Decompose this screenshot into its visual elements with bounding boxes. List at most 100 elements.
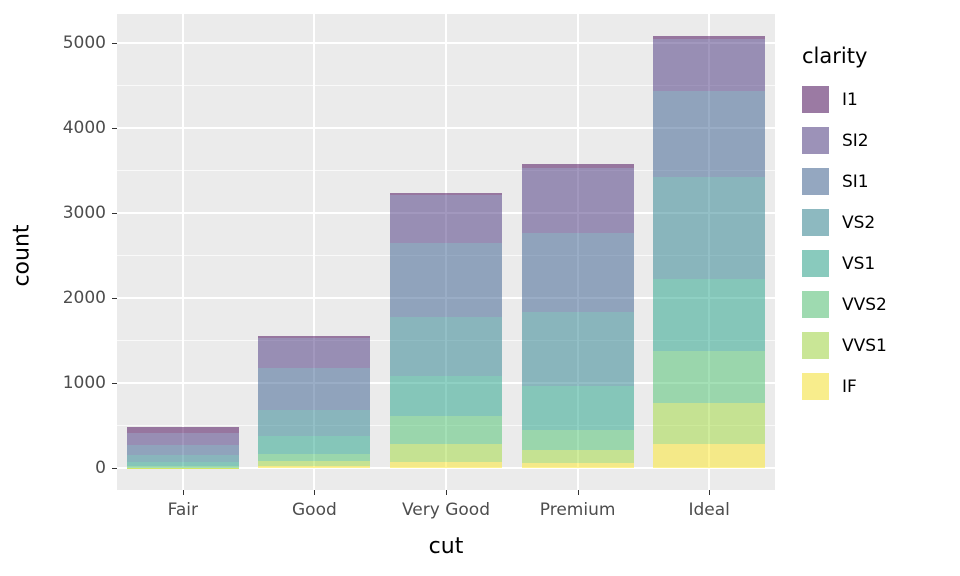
bar-segment-i1 bbox=[653, 36, 766, 39]
bar-segment-vvs1 bbox=[390, 444, 502, 463]
legend-title: clarity bbox=[802, 44, 868, 68]
bar-segment-vs1 bbox=[126, 461, 239, 466]
bar-segment-vs2 bbox=[653, 176, 766, 279]
bar-segment-vvs2 bbox=[258, 453, 371, 462]
bar-segment-vs1 bbox=[258, 436, 371, 454]
legend-swatch bbox=[802, 209, 829, 236]
bar-segment-vvs2 bbox=[653, 350, 766, 403]
bar-segment-vvs1 bbox=[521, 449, 634, 464]
x-tick-label: Very Good bbox=[402, 500, 490, 520]
bar-segment-si2 bbox=[258, 338, 371, 368]
legend-swatch bbox=[802, 86, 829, 113]
bar-segment-vvs1 bbox=[653, 402, 766, 444]
x-axis-title: cut bbox=[428, 534, 464, 559]
y-tick-mark bbox=[112, 467, 117, 469]
x-tick-mark bbox=[709, 490, 711, 495]
legend-swatch bbox=[802, 168, 829, 195]
x-tick-mark bbox=[577, 490, 579, 495]
legend-item-si1: SI1 bbox=[802, 168, 952, 195]
bar-segment-si2 bbox=[653, 38, 766, 91]
y-tick-mark bbox=[112, 212, 117, 214]
legend-swatch-fill bbox=[802, 86, 829, 113]
y-tick-label: 1000 bbox=[62, 373, 106, 394]
bar-segment-vvs2 bbox=[521, 430, 634, 450]
legend-items: I1 SI2 SI1 VS2 VS1 VVS2 VVS1 IF bbox=[802, 86, 952, 400]
x-tick-label: Ideal bbox=[688, 500, 730, 520]
legend-swatch bbox=[802, 250, 829, 277]
legend-item-vvs1: VVS1 bbox=[802, 332, 952, 359]
legend-label: SI2 bbox=[842, 130, 869, 151]
legend-item-vs2: VS2 bbox=[802, 209, 952, 236]
bar-segment-vs1 bbox=[653, 278, 766, 351]
y-tick-mark bbox=[112, 42, 117, 44]
legend-label: SI1 bbox=[842, 171, 869, 192]
legend-item-i1: I1 bbox=[802, 86, 952, 113]
bar-segment-i1 bbox=[390, 192, 502, 195]
legend-label: VS1 bbox=[842, 253, 876, 274]
y-tick-label: 4000 bbox=[62, 118, 106, 139]
legend-label: IF bbox=[842, 376, 857, 397]
x-tick-mark bbox=[314, 490, 316, 495]
bar-segment-vs1 bbox=[521, 386, 634, 431]
bar-segment-vvs1 bbox=[258, 461, 371, 467]
legend-swatch bbox=[802, 291, 829, 318]
bar-segment-si1 bbox=[258, 367, 371, 410]
legend-swatch-fill bbox=[802, 250, 829, 277]
bar-segment-si1 bbox=[390, 242, 502, 317]
legend-swatch-fill bbox=[802, 168, 829, 195]
bar-segment-vvs2 bbox=[126, 465, 239, 468]
bar-segment-si1 bbox=[126, 444, 239, 455]
legend-swatch bbox=[802, 332, 829, 359]
legend-swatch-fill bbox=[802, 291, 829, 318]
bar-segment-i1 bbox=[521, 163, 634, 169]
x-tick-label: Fair bbox=[167, 500, 198, 520]
legend-label: VVS2 bbox=[842, 294, 887, 315]
bar-segment-if bbox=[653, 444, 766, 469]
y-tick-mark bbox=[112, 297, 117, 299]
plot-panel bbox=[117, 14, 775, 490]
bar-segment-i1 bbox=[258, 335, 371, 339]
bar-segment-vs2 bbox=[258, 409, 371, 437]
legend-swatch-fill bbox=[802, 373, 829, 400]
gridline-vertical bbox=[313, 14, 316, 490]
y-tick-label: 0 bbox=[95, 458, 106, 479]
y-axis-title: count bbox=[9, 224, 35, 287]
bar-segment-si2 bbox=[521, 168, 634, 234]
bar-segment-vs2 bbox=[521, 312, 634, 387]
bar-segment-vs2 bbox=[390, 316, 502, 376]
y-tick-mark bbox=[112, 382, 117, 384]
bar-segment-vs2 bbox=[126, 454, 239, 462]
legend-swatch-fill bbox=[802, 127, 829, 154]
bar-segment-vs1 bbox=[390, 375, 502, 417]
legend-swatch bbox=[802, 373, 829, 400]
y-tick-label: 3000 bbox=[62, 203, 106, 224]
legend-swatch bbox=[802, 127, 829, 154]
bar-segment-if bbox=[390, 462, 502, 469]
bar-segment-si2 bbox=[126, 432, 239, 445]
x-tick-mark bbox=[446, 490, 447, 495]
bar-segment-i1 bbox=[126, 427, 239, 433]
bar-segment-if bbox=[521, 463, 634, 469]
x-tick-label: Premium bbox=[539, 500, 616, 520]
bar-segment-si2 bbox=[390, 194, 502, 243]
legend-label: VVS1 bbox=[842, 335, 887, 356]
bar-segment-vvs2 bbox=[390, 416, 502, 445]
legend: clarity I1 SI2 SI1 VS2 VS1 VVS2 VVS1 IF bbox=[802, 44, 952, 414]
y-tick-mark bbox=[112, 127, 117, 129]
legend-swatch-fill bbox=[802, 332, 829, 359]
legend-item-vvs2: VVS2 bbox=[802, 291, 952, 318]
legend-item-si2: SI2 bbox=[802, 127, 952, 154]
bar-segment-si1 bbox=[653, 91, 766, 177]
bar-segment-if bbox=[258, 466, 371, 469]
gridline-vertical bbox=[181, 14, 184, 490]
y-tick-label: 2000 bbox=[62, 288, 106, 309]
y-tick-label: 5000 bbox=[62, 33, 106, 54]
legend-item-if: IF bbox=[802, 373, 952, 400]
legend-item-vs1: VS1 bbox=[802, 250, 952, 277]
legend-swatch-fill bbox=[802, 209, 829, 236]
x-tick-mark bbox=[182, 490, 184, 495]
bar-segment-si1 bbox=[521, 233, 634, 313]
legend-label: VS2 bbox=[842, 212, 876, 233]
legend-label: I1 bbox=[842, 89, 858, 110]
